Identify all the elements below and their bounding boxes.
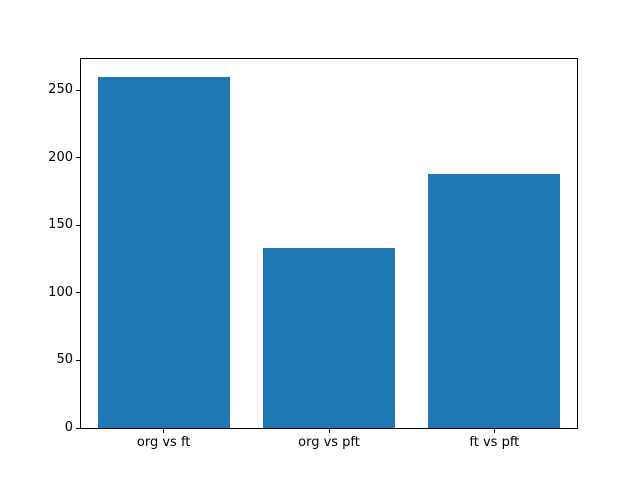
x-tick-label: ft vs pft	[469, 435, 520, 450]
y-tick-mark	[76, 427, 80, 429]
x-tick-mark	[328, 429, 330, 433]
bar-org-vs-pft	[262, 248, 396, 428]
y-tick-label: 100	[48, 284, 73, 300]
y-tick-mark	[76, 292, 80, 294]
y-tick-mark	[76, 224, 80, 226]
bar-org-vs-ft	[97, 76, 230, 428]
bar-ft-vs-pft	[428, 173, 561, 428]
x-tick-mark	[493, 429, 495, 433]
x-tick-mark	[163, 429, 165, 433]
y-tick-mark	[76, 359, 80, 361]
y-tick-mark	[76, 89, 80, 91]
y-tick-label: 150	[48, 217, 73, 233]
y-tick-label: 50	[56, 352, 73, 368]
plot-area: 0 50 100 150 200 250 org vs ft org vs pft ft vs …	[48, 58, 578, 450]
y-tick-mark	[76, 157, 80, 159]
x-tick-label: org vs ft	[136, 435, 191, 450]
y-tick-label: 250	[48, 82, 73, 98]
y-tick-label: 0	[64, 420, 73, 435]
x-tick-label: org vs pft	[298, 435, 360, 450]
y-tick-label: 200	[48, 149, 73, 165]
